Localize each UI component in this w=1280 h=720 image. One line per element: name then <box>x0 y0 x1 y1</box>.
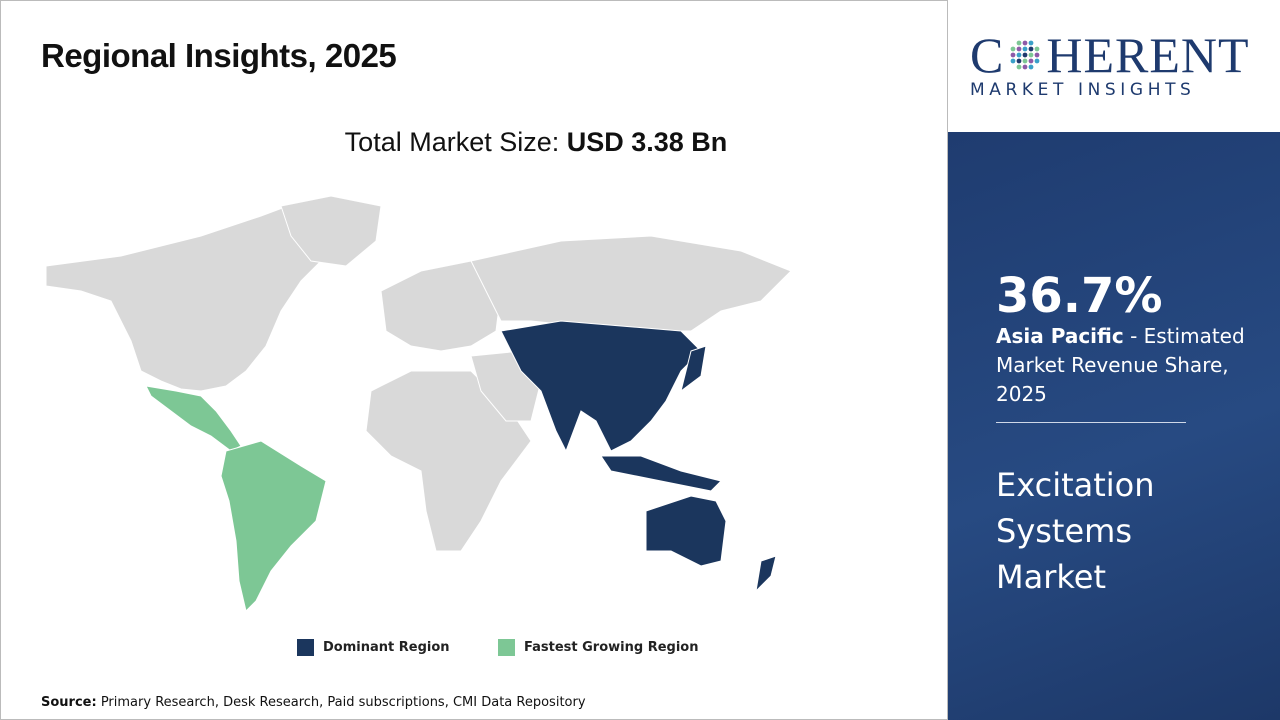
logo-dot <box>1022 64 1028 70</box>
japan <box>680 345 707 393</box>
central-america <box>145 385 242 452</box>
logo-dot <box>1028 52 1034 58</box>
brand-start: C <box>970 27 1005 83</box>
source-text: Primary Research, Desk Research, Paid su… <box>96 695 586 710</box>
logo-globe <box>1010 40 1040 70</box>
description-text: - Estimated Market Revenue Share, 2025 <box>996 324 1245 406</box>
divider <box>996 422 1186 423</box>
north-asia <box>470 235 792 332</box>
logo-dot <box>1022 52 1028 58</box>
logo-dot <box>1028 40 1034 46</box>
tagline: MARKET INSIGHTS <box>970 80 1196 100</box>
region: Asia Pacific <box>996 324 1124 348</box>
logo-dot <box>1034 52 1040 58</box>
logo-dot <box>1010 46 1016 52</box>
title: Regional Insights, 2025 <box>41 37 397 74</box>
logo-dot <box>1028 64 1034 70</box>
share: 36.7% <box>996 268 1163 324</box>
source: Source: Primary Research, Desk Research,… <box>41 695 586 710</box>
market-size: Total Market Size: USD 3.38 Bn <box>1 127 1071 158</box>
asia-pacific <box>500 320 702 453</box>
logo-dot <box>1028 58 1034 64</box>
indonesia <box>600 455 722 492</box>
brand-end: HERENT <box>1046 27 1250 83</box>
logo-dot <box>1034 58 1040 64</box>
highlight-panel: 36.7% Asia Pacific - Estimated Market Re… <box>948 132 1280 720</box>
market-size-value: USD 3.38 Bn <box>566 127 728 157</box>
logo-dot <box>1016 58 1022 64</box>
source-label: Source: <box>41 695 97 710</box>
logo-dot <box>1016 46 1022 52</box>
right-panel: C HERENT MARKET INSIGHTS 36.7% Asia Paci… <box>948 0 1280 720</box>
legend-fastest: Fastest Growing Region <box>498 639 698 656</box>
logo-dot <box>1016 40 1022 46</box>
greenland <box>280 195 382 267</box>
south-america <box>220 440 327 612</box>
left-panel: Regional Insights, 2025 Total Market Siz… <box>0 0 948 720</box>
australia <box>645 495 727 567</box>
legend-label: Dominant Region <box>323 640 450 655</box>
europe <box>380 260 502 352</box>
logo-dot <box>1022 40 1028 46</box>
market-size-label: Total Market Size: <box>344 127 567 157</box>
logo-dot <box>1010 52 1016 58</box>
brand: C HERENT <box>970 26 1250 84</box>
logo: C HERENT MARKET INSIGHTS <box>948 0 1280 132</box>
logo-dot <box>1016 64 1022 70</box>
legend-label: Fastest Growing Region <box>524 640 699 655</box>
legend-dominant: Dominant Region <box>297 639 450 656</box>
new-zealand <box>755 555 777 593</box>
logo-dot <box>1022 58 1028 64</box>
description: Asia Pacific - Estimated Market Revenue … <box>996 322 1246 409</box>
world-map <box>45 195 792 612</box>
logo-dot <box>1016 52 1022 58</box>
north-america <box>45 200 342 392</box>
logo-dot <box>1034 46 1040 52</box>
logo-dot <box>1010 58 1016 64</box>
logo-dot <box>1028 46 1034 52</box>
market-name: Excitation Systems Market <box>996 466 1155 596</box>
logo-dot <box>1022 46 1028 52</box>
